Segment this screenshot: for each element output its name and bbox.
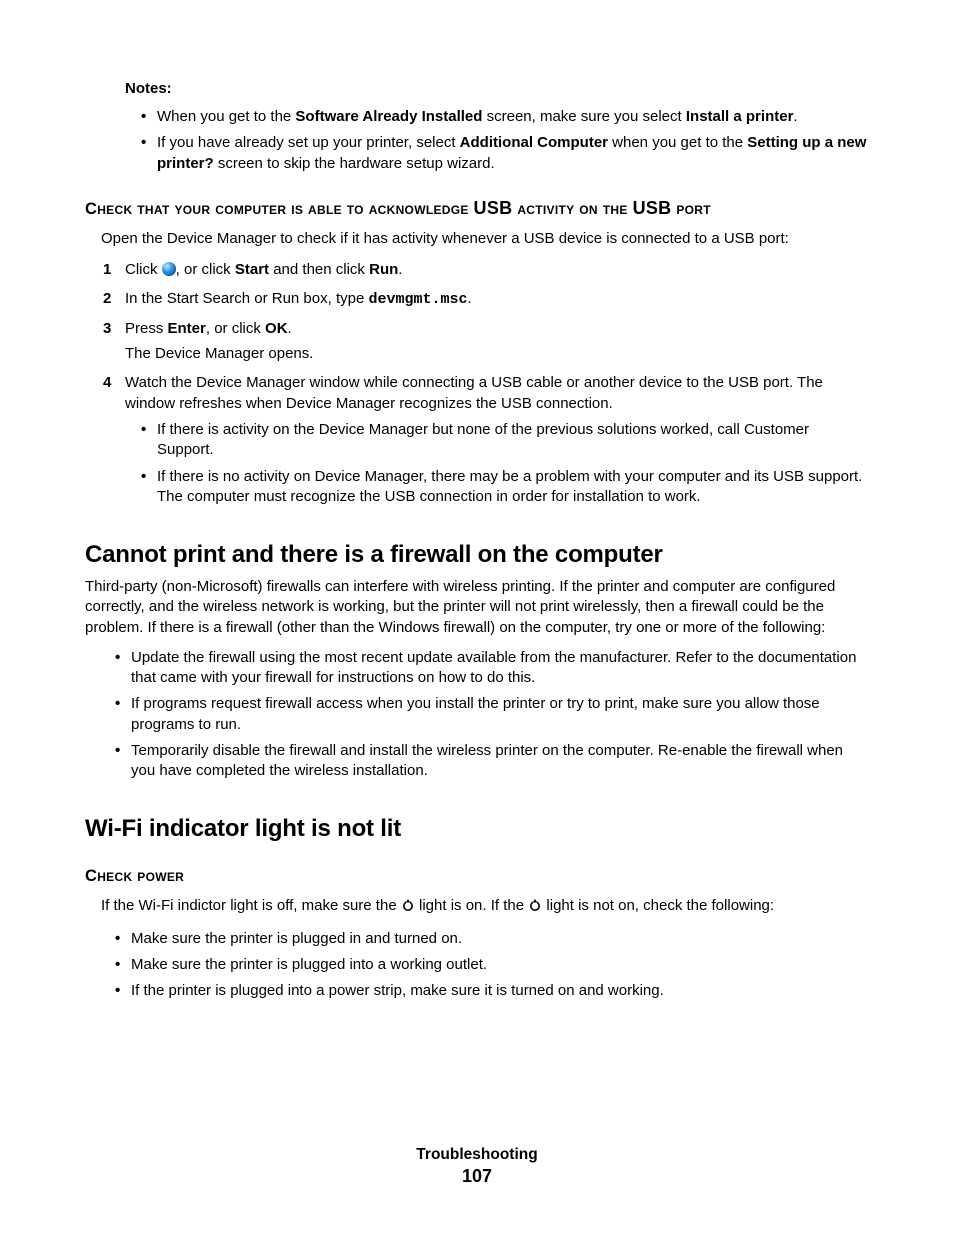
bullet-item: Temporarily disable the firewall and ins… <box>85 741 869 782</box>
text: Watch the Device Manager window while co… <box>125 374 823 412</box>
bold-text: Install a printer <box>686 108 794 125</box>
text: If the Wi-Fi indictor light is off, make… <box>101 897 401 914</box>
windows-start-icon <box>162 262 176 276</box>
text: Press <box>125 320 168 337</box>
text: . <box>468 290 472 307</box>
text: Click <box>125 261 162 278</box>
text: when you get to the <box>608 134 747 151</box>
bold-text: Run <box>369 261 398 278</box>
bold-text: Software Already Installed <box>295 108 482 125</box>
notes-list: When you get to the Software Already Ins… <box>85 107 869 174</box>
text: and then click <box>269 261 369 278</box>
bold-text: Additional Computer <box>460 134 608 151</box>
step4-bullets: If there is activity on the Device Manag… <box>85 420 869 507</box>
firewall-bullets: Update the firewall using the most recen… <box>85 648 869 782</box>
step-subtext: The Device Manager opens. <box>125 343 869 364</box>
text: USB <box>474 198 513 218</box>
bullet-item: If programs request firewall access when… <box>85 694 869 735</box>
text: light is not on, check the following: <box>542 897 774 914</box>
text: , or click <box>206 320 265 337</box>
notes-item: When you get to the Software Already Ins… <box>85 107 869 127</box>
text: In the Start Search or Run box, type <box>125 290 368 307</box>
text: port <box>671 200 710 218</box>
code-text: devmgmt.msc <box>368 291 467 308</box>
usb-steps: Click , or click Start and then click Ru… <box>85 259 869 507</box>
text: USB <box>633 198 672 218</box>
usb-intro: Open the Device Manager to check if it h… <box>101 229 869 249</box>
notes-label: Notes: <box>125 80 869 97</box>
text: screen, make sure you select <box>482 108 685 125</box>
wifi-bullets: Make sure the printer is plugged in and … <box>85 929 869 1002</box>
firewall-intro: Third-party (non-Microsoft) firewalls ca… <box>85 577 869 638</box>
usb-subhead: Check that your computer is able to ackn… <box>85 198 869 219</box>
notes-item: If you have already set up your printer,… <box>85 133 869 174</box>
text: light is on. If the <box>415 897 528 914</box>
bullet-item: Update the firewall using the most recen… <box>85 648 869 689</box>
footer-title: Troubleshooting <box>0 1146 954 1164</box>
text: Check that your computer is able to ackn… <box>85 200 474 218</box>
power-icon <box>528 898 542 918</box>
step-item: Click , or click Start and then click Ru… <box>85 259 869 280</box>
power-icon <box>401 898 415 918</box>
text: If you have already set up your printer,… <box>157 134 460 151</box>
bold-text: OK <box>265 320 288 337</box>
bold-text: Start <box>235 261 269 278</box>
firewall-heading: Cannot print and there is a firewall on … <box>85 541 869 569</box>
text: , or click <box>176 261 235 278</box>
step-item: In the Start Search or Run box, type dev… <box>85 288 869 310</box>
bullet-item: Make sure the printer is plugged into a … <box>85 955 869 975</box>
footer-page-number: 107 <box>0 1166 954 1187</box>
step-item: Watch the Device Manager window while co… <box>85 372 869 507</box>
text: . <box>398 261 402 278</box>
page-footer: Troubleshooting 107 <box>0 1146 954 1187</box>
step-item: Press Enter, or click OK. The Device Man… <box>85 318 869 364</box>
text: When you get to the <box>157 108 295 125</box>
bullet-item: If there is no activity on Device Manage… <box>85 467 869 508</box>
bullet-item: If the printer is plugged into a power s… <box>85 981 869 1001</box>
wifi-heading: Wi-Fi indicator light is not lit <box>85 815 869 843</box>
bold-text: Enter <box>168 320 206 337</box>
bullet-item: Make sure the printer is plugged in and … <box>85 929 869 949</box>
text: activity on the <box>512 200 632 218</box>
wifi-subhead: Check power <box>85 867 869 886</box>
text: . <box>793 108 797 125</box>
page-content: Notes: When you get to the Software Alre… <box>0 0 954 1001</box>
text: . <box>288 320 292 337</box>
text: screen to skip the hardware setup wizard… <box>214 155 495 172</box>
wifi-intro: If the Wi-Fi indictor light is off, make… <box>101 896 869 918</box>
bullet-item: If there is activity on the Device Manag… <box>85 420 869 461</box>
